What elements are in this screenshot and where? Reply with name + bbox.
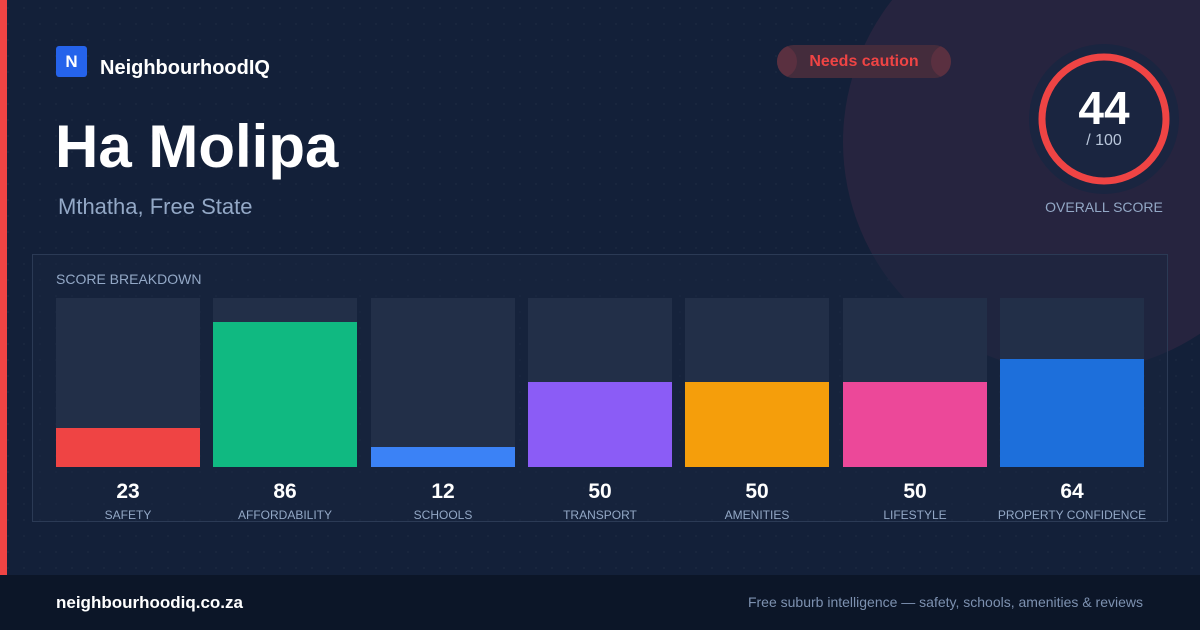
score-ring-backdrop	[1029, 44, 1179, 194]
overall-score-caption: OVERALL SCORE	[1045, 199, 1163, 215]
overall-score-ring	[1029, 44, 1179, 194]
bar-label-property-confidence: PROPERTY CONFIDENCE	[997, 508, 1147, 522]
bar-value-amenities: 50	[745, 480, 769, 503]
bar-affordability	[213, 322, 357, 467]
bar-lifestyle	[843, 382, 987, 467]
bar-property-confidence	[1000, 359, 1144, 467]
bar-value-affordability: 86	[273, 480, 297, 503]
bar-label-safety: SAFETY	[104, 508, 152, 522]
bar-track-affordability	[213, 298, 357, 467]
bar-schools	[371, 447, 515, 467]
overall-score-max: / 100	[1086, 132, 1122, 149]
bar-label-lifestyle: LIFESTYLE	[883, 508, 947, 522]
status-badge: Needs caution	[777, 45, 951, 78]
status-badge-label: Needs caution	[809, 53, 919, 70]
footer-url: neighbourhoodiq.co.za	[56, 593, 243, 612]
bar-safety	[56, 428, 200, 467]
bar-label-amenities: AMENITIES	[724, 508, 790, 522]
bar-transport	[528, 382, 672, 467]
bar-label-transport: TRANSPORT	[563, 508, 637, 522]
suburb-location: Mthatha, Free State	[58, 194, 253, 219]
bar-value-schools: 12	[431, 480, 455, 503]
bar-label-schools: SCHOOLS	[413, 508, 473, 522]
footer-tagline: Free suburb intelligence — safety, schoo…	[747, 594, 1143, 610]
accent-bar	[0, 0, 7, 575]
bar-value-safety: 23	[116, 480, 140, 503]
badge-cap-right	[931, 45, 951, 78]
overall-score-value: 44	[1078, 82, 1130, 134]
bar-track-property-confidence	[1000, 298, 1144, 467]
brand-name: NeighbourhoodIQ	[100, 57, 270, 79]
bar-track-lifestyle	[843, 298, 987, 467]
bar-label-affordability: AFFORDABILITY	[237, 508, 332, 522]
footer	[0, 575, 1200, 630]
bar-value-transport: 50	[588, 480, 612, 503]
bar-track-transport	[528, 298, 672, 467]
suburb-title: Ha Molipa	[55, 113, 339, 180]
bar-track-amenities	[685, 298, 829, 467]
score-ring-arc	[1038, 53, 1170, 185]
logo-icon: N	[56, 46, 87, 77]
bar-track-schools	[371, 298, 515, 467]
bar-amenities	[685, 382, 829, 467]
badge-cap-left	[777, 45, 797, 78]
bar-track-safety	[56, 298, 200, 467]
bar-value-property-confidence: 64	[1060, 480, 1084, 503]
bar-value-lifestyle: 50	[903, 480, 927, 503]
score-breakdown-title: SCORE BREAKDOWN	[56, 271, 202, 287]
